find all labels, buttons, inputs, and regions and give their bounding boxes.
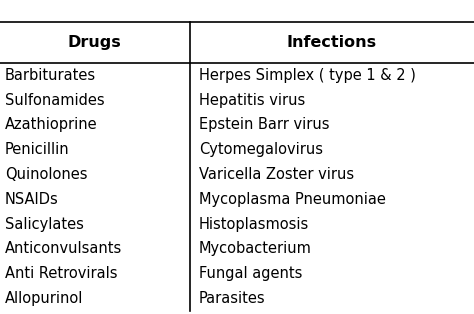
- Text: Quinolones: Quinolones: [5, 167, 87, 182]
- Text: Mycobacterium: Mycobacterium: [199, 241, 312, 256]
- Text: Fungal agents: Fungal agents: [199, 266, 302, 281]
- Text: NSAIDs: NSAIDs: [5, 192, 58, 207]
- Text: Infections: Infections: [287, 35, 377, 50]
- Text: Barbiturates: Barbiturates: [5, 68, 96, 83]
- Text: Parasites: Parasites: [199, 291, 266, 306]
- Text: Sulfonamides: Sulfonamides: [5, 93, 104, 107]
- Text: Epstein Barr virus: Epstein Barr virus: [199, 117, 329, 132]
- Text: Cytomegalovirus: Cytomegalovirus: [199, 142, 323, 157]
- Text: Penicillin: Penicillin: [5, 142, 69, 157]
- Text: Anticonvulsants: Anticonvulsants: [5, 241, 122, 256]
- Text: Drugs: Drugs: [68, 35, 122, 50]
- Text: Herpes Simplex ( type 1 & 2 ): Herpes Simplex ( type 1 & 2 ): [199, 68, 416, 83]
- Text: Salicylates: Salicylates: [5, 217, 83, 231]
- Text: Azathioprine: Azathioprine: [5, 117, 97, 132]
- Text: Anti Retrovirals: Anti Retrovirals: [5, 266, 117, 281]
- Text: Allopurinol: Allopurinol: [5, 291, 83, 306]
- Text: Mycoplasma Pneumoniae: Mycoplasma Pneumoniae: [199, 192, 386, 207]
- Text: Histoplasmosis: Histoplasmosis: [199, 217, 310, 231]
- Text: Varicella Zoster virus: Varicella Zoster virus: [199, 167, 354, 182]
- Text: Hepatitis virus: Hepatitis virus: [199, 93, 305, 107]
